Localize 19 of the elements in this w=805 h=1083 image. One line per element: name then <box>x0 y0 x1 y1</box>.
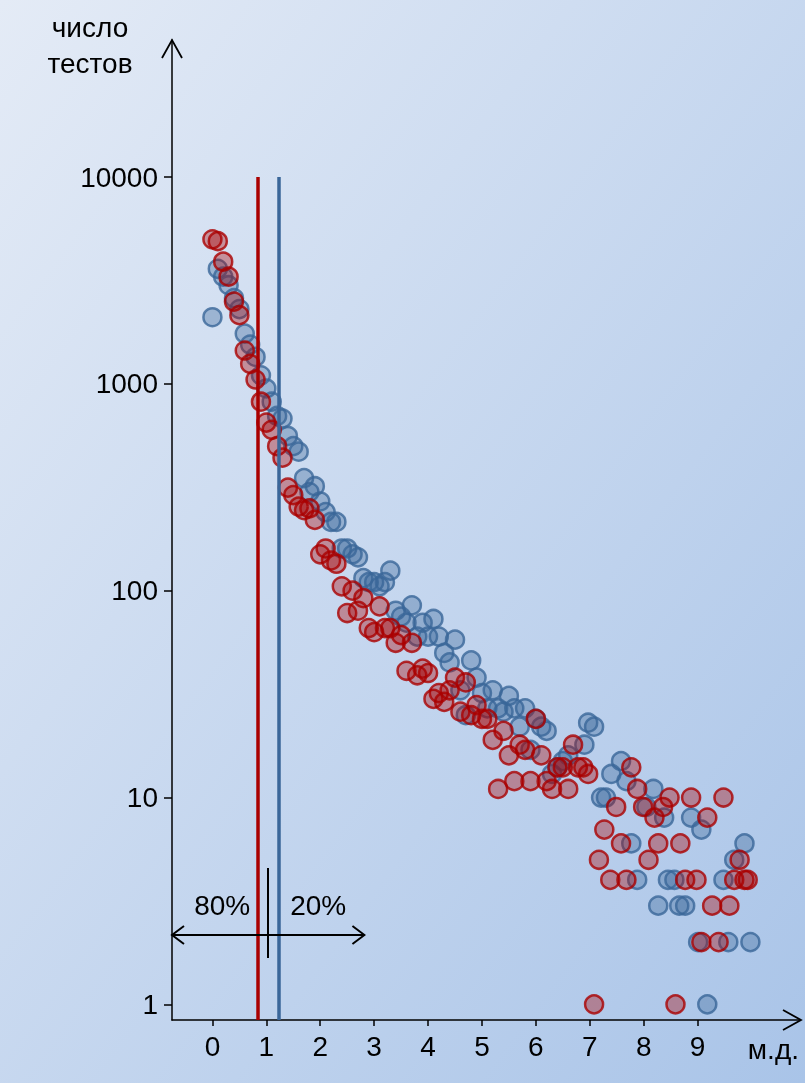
x-tick-label: 8 <box>635 1030 652 1062</box>
y-tick-label: 10 <box>126 782 158 814</box>
y-tick-label: 10000 <box>80 161 158 193</box>
annotation: 20% <box>290 890 347 922</box>
y-tick-label: 1 <box>142 988 158 1020</box>
y-tick-label: 1000 <box>95 368 158 400</box>
annotation: 80% <box>194 890 251 922</box>
x-tick-label: 9 <box>689 1030 706 1062</box>
x-axis-title: м.д. <box>747 1033 800 1065</box>
y-axis-title: число тестов <box>46 11 134 81</box>
x-tick-label: 1 <box>258 1030 275 1062</box>
x-tick-label: 4 <box>420 1030 436 1062</box>
x-tick-label: 2 <box>312 1030 329 1062</box>
x-tick-label: 5 <box>474 1030 490 1062</box>
x-tick-label: 0 <box>204 1030 221 1062</box>
y-tick-label: 100 <box>111 575 158 607</box>
x-tick-label: 7 <box>581 1030 598 1062</box>
x-tick-label: 3 <box>366 1030 382 1062</box>
x-tick-label: 6 <box>528 1030 544 1062</box>
